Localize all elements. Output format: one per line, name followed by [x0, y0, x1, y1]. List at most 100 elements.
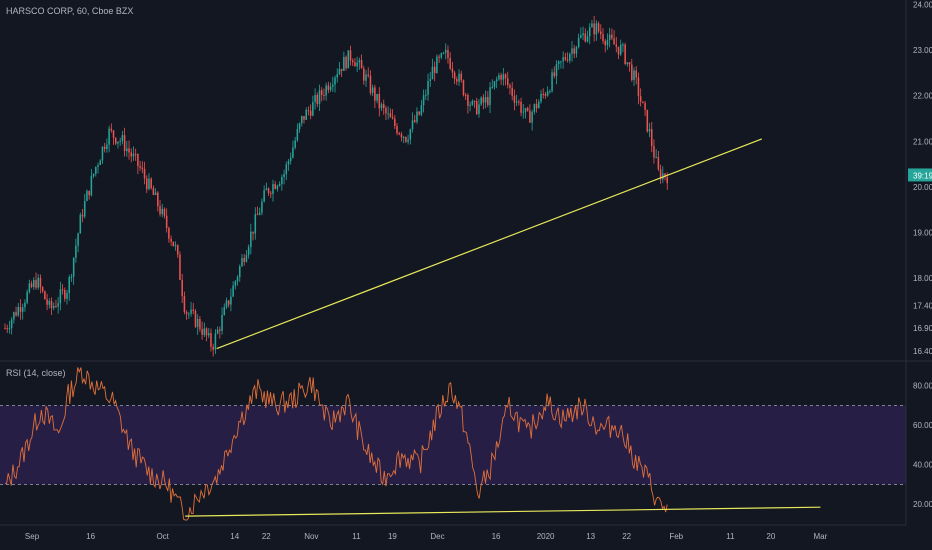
candle-body [97, 165, 99, 167]
chart-title: HARSCO CORP, 60, Cboe BZX [6, 6, 133, 16]
candle-body [332, 84, 334, 87]
candle-body [10, 319, 13, 329]
candle-body [170, 238, 172, 242]
rsi-tick-label: 80.00 [913, 382, 932, 391]
candle-body [413, 120, 416, 122]
candle-body [374, 87, 376, 101]
price-pane[interactable]: HARSCO CORP, 60, Cboe BZX [4, 6, 763, 357]
candle-body [504, 74, 507, 79]
candle-body [265, 188, 268, 191]
candle-body [438, 56, 440, 58]
candle-body [258, 212, 261, 215]
candle-body [657, 157, 660, 170]
candle-body [28, 283, 31, 292]
price-trendline[interactable] [216, 138, 763, 350]
candle-body [451, 68, 454, 73]
candle-body [250, 231, 252, 248]
candle-body [480, 97, 482, 105]
candle-body [593, 23, 595, 35]
candle-body [642, 101, 644, 104]
time-tick-label: 2020 [537, 532, 555, 541]
candle-body [278, 184, 281, 186]
price-axis[interactable]: 24.00 23.00 22.00 21.00 20.00 19.00 18.00 17.40… [905, 0, 932, 525]
time-tick-label: Mar [814, 532, 828, 541]
candle-body [577, 37, 580, 48]
candle-body [586, 36, 589, 42]
candle-body [431, 66, 434, 80]
candle-body [130, 152, 133, 157]
candle-body [433, 66, 436, 74]
time-tick-label: 16 [492, 532, 501, 541]
candle-body [245, 255, 248, 262]
candle-body [648, 129, 651, 132]
candle-body [17, 306, 20, 316]
candle-body [303, 116, 305, 120]
candle-body [396, 125, 398, 134]
candle-body [338, 68, 341, 75]
candle-body [188, 313, 190, 315]
candle-body [624, 44, 626, 64]
rsi-line [4, 367, 668, 521]
candle-body [420, 105, 423, 115]
candle-body [119, 140, 121, 142]
candle-body [196, 318, 199, 327]
candle-body [168, 227, 170, 239]
candle-body [143, 168, 146, 179]
candle-body [644, 103, 646, 110]
candle-body [267, 188, 270, 194]
candle-body [493, 81, 496, 87]
candle-body [323, 94, 325, 96]
candle-body [535, 104, 538, 109]
candle-body [298, 123, 301, 130]
candle-body [367, 74, 370, 76]
candle-body [285, 164, 288, 175]
candle-body [405, 136, 407, 142]
candle-body [99, 160, 102, 166]
candle-body [128, 148, 130, 153]
candle-body [591, 23, 593, 28]
candle-body [553, 72, 556, 77]
candle-body [272, 184, 274, 194]
time-tick-label: Sep [25, 532, 40, 541]
rsi-pane[interactable]: RSI (14, close) [0, 367, 906, 521]
candle-body [134, 153, 137, 155]
price-tick-label: 16.40 [913, 347, 932, 356]
candle-body [139, 166, 141, 168]
candle-body [132, 153, 135, 157]
candle-body [484, 97, 487, 103]
candle-body [227, 300, 230, 305]
candle-body [77, 233, 79, 246]
time-axis[interactable]: Sep 16 Oct 14 22 Nov 11 19 Dec 16 2020 13 22 Feb 11 20 M… [0, 524, 906, 541]
candle-body [506, 78, 509, 85]
price-tick-label: 24.00 [913, 1, 932, 10]
candle-body [635, 70, 637, 78]
candle-body [531, 112, 533, 123]
candle-body [478, 104, 480, 115]
candle-body [185, 312, 188, 314]
candle-body [542, 93, 544, 95]
candle-body [334, 77, 336, 85]
candle-body [351, 60, 354, 63]
time-tick-label: Nov [304, 532, 318, 541]
candle-body [216, 329, 219, 334]
candle-body [442, 52, 445, 54]
candle-body [6, 328, 8, 330]
candle-body [515, 101, 518, 103]
rsi-trendline[interactable] [185, 506, 821, 517]
last-price-badge [908, 168, 932, 182]
time-tick-label: 11 [352, 532, 361, 541]
candle-body [263, 190, 265, 202]
candle-body [595, 23, 598, 35]
candle-body [72, 257, 75, 277]
candle-body [236, 277, 239, 282]
candle-body [611, 34, 613, 39]
candle-body [121, 135, 124, 141]
candle-body [194, 310, 197, 327]
candle-body [380, 104, 383, 109]
candle-body [471, 100, 474, 105]
candle-body [631, 64, 633, 81]
rsi-tick-label: 40.00 [913, 461, 932, 470]
candle-body [148, 178, 150, 190]
candle-body [281, 177, 283, 185]
